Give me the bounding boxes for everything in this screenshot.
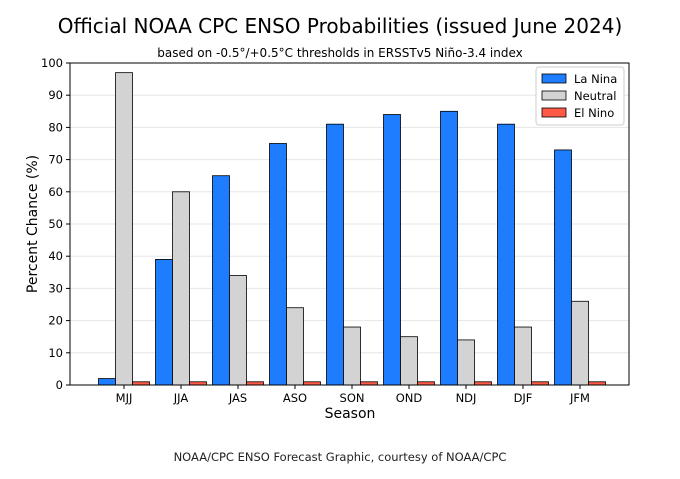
x-axis-title: Season <box>325 406 376 422</box>
y-tick-label: 60 <box>48 185 63 199</box>
bar-la-nina-aso <box>269 143 287 386</box>
chart-title: Official NOAA CPC ENSO Probabilities (is… <box>57 14 623 38</box>
bar-la-nina-ndj <box>440 110 458 386</box>
x-tick-label: ASO <box>283 391 307 405</box>
x-tick-label: SON <box>340 391 365 405</box>
bar-la-nina-jas <box>212 175 230 386</box>
legend-swatch <box>541 107 567 118</box>
y-tick-label: 30 <box>48 281 63 295</box>
x-tick-label: DJF <box>514 391 533 405</box>
bar-neutral-ond <box>400 336 418 386</box>
x-tick-label: JJA <box>173 391 189 405</box>
bar-neutral-jfm <box>571 300 589 386</box>
x-tick-label: OND <box>396 391 423 405</box>
bar-la-nina-ond <box>383 114 401 386</box>
y-tick-label: 50 <box>48 217 63 231</box>
bar-la-nina-jfm <box>554 149 572 386</box>
x-tick-label: JAS <box>228 391 247 405</box>
bar-la-nina-djf <box>497 123 515 386</box>
bar-la-nina-mjj <box>98 378 116 386</box>
bar-la-nina-son <box>326 123 344 386</box>
y-tick-label: 20 <box>48 314 63 328</box>
legend-swatch <box>541 90 567 101</box>
legend-label: El Nino <box>574 106 614 120</box>
bar-neutral-ndj <box>457 339 475 386</box>
y-tick-label: 80 <box>48 120 63 134</box>
legend-swatch <box>541 73 567 84</box>
bar-la-nina-jja <box>155 259 173 386</box>
legend-label: La Nina <box>574 72 617 86</box>
y-tick-label: 70 <box>48 153 63 167</box>
y-axis: 0 10 20 30 40 50 60 70 80 90 100 <box>41 56 70 392</box>
bars <box>98 72 606 386</box>
bar-neutral-aso <box>286 307 304 386</box>
legend: La Nina Neutral El Nino <box>535 66 625 126</box>
x-tick-label: JFM <box>569 391 590 405</box>
y-tick-label: 0 <box>56 378 63 392</box>
y-tick-label: 40 <box>48 249 63 263</box>
x-tick-label: MJJ <box>116 391 133 405</box>
chart-subtitle: based on -0.5°/+0.5°C thresholds in ERSS… <box>157 46 523 60</box>
y-tick-label: 10 <box>48 346 63 360</box>
x-axis: MJJ JJA JAS ASO SON OND NDJ DJF JFM <box>116 385 590 405</box>
grid-lines <box>70 94 629 354</box>
y-tick-label: 90 <box>48 88 63 102</box>
y-axis-title: Percent Chance (%) <box>25 155 41 293</box>
y-tick-label: 100 <box>41 56 63 70</box>
bar-neutral-jja <box>172 191 190 386</box>
bar-neutral-jas <box>229 275 247 386</box>
footer-credit: NOAA/CPC ENSO Forecast Graphic, courtesy… <box>173 450 507 464</box>
bar-neutral-djf <box>514 326 532 386</box>
bar-neutral-mjj <box>115 72 133 386</box>
bar-neutral-son <box>343 326 361 386</box>
x-tick-label: NDJ <box>456 391 477 405</box>
legend-label: Neutral <box>574 89 616 103</box>
